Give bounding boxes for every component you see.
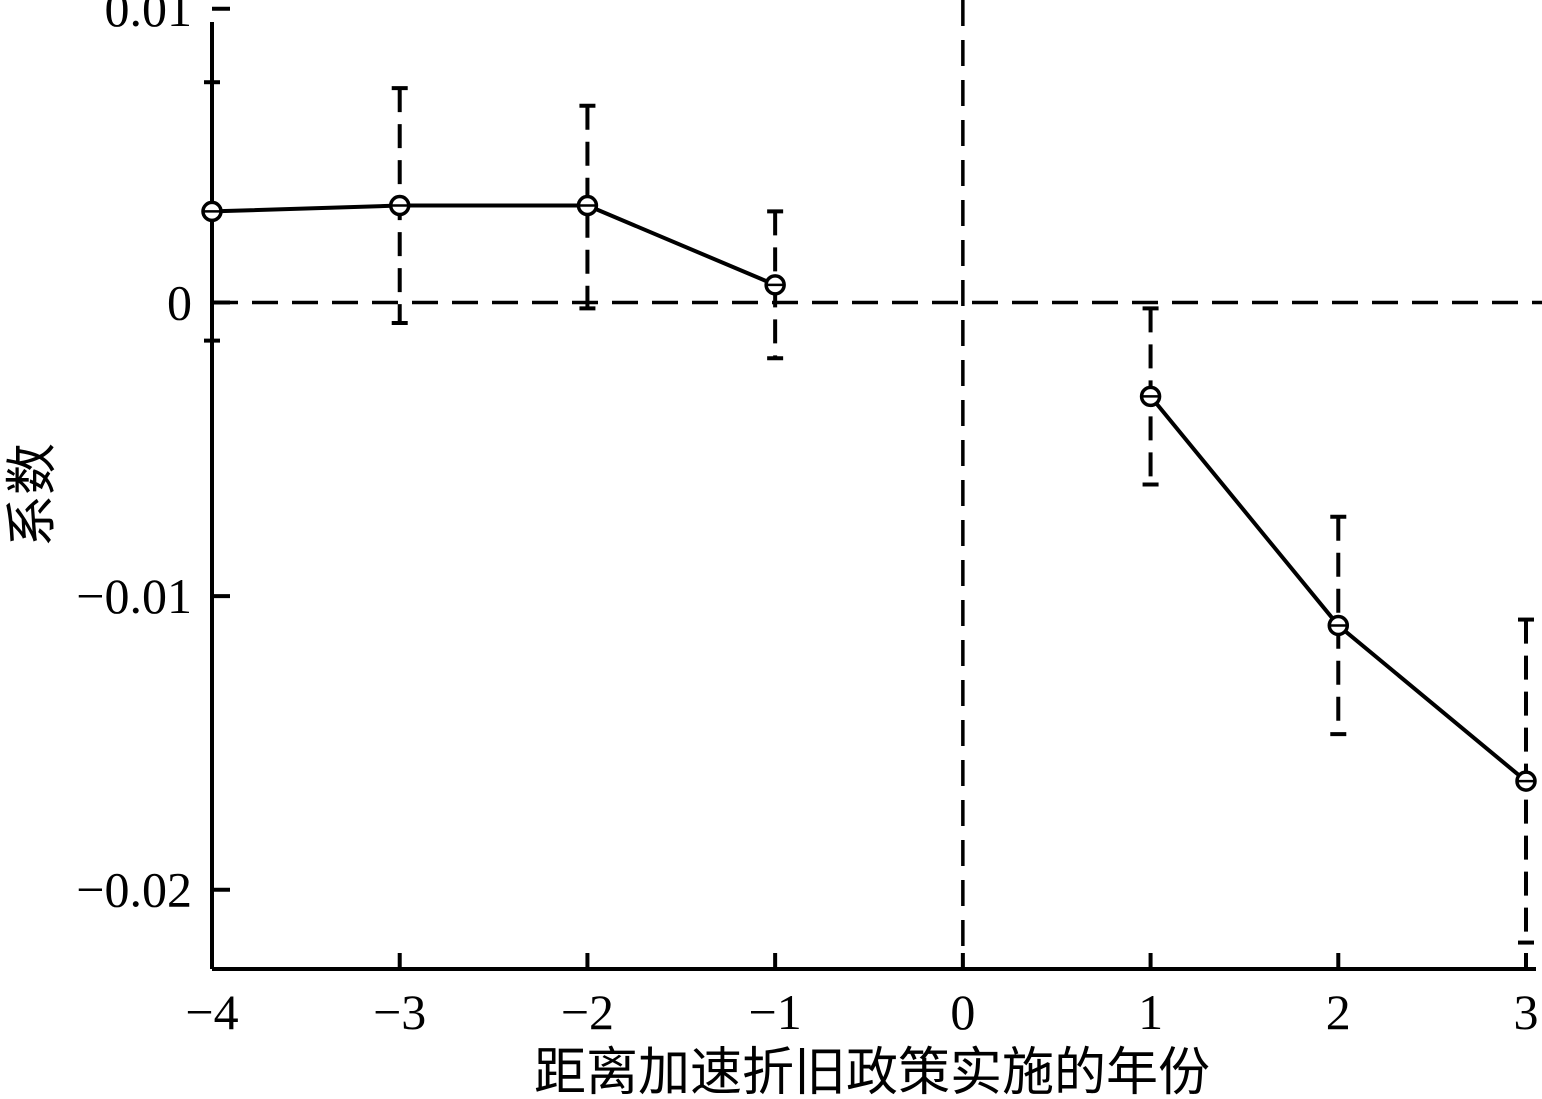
data-points	[201, 194, 1537, 792]
x-tick-label: 1	[1138, 984, 1163, 1040]
x-tick-label: −3	[373, 984, 426, 1040]
y-tick-label: 0	[167, 274, 192, 330]
x-tick-label: −2	[561, 984, 614, 1040]
x-tick-label: 3	[1514, 984, 1539, 1040]
reference-lines	[212, 0, 1542, 969]
x-tick-label: 0	[950, 984, 975, 1040]
y-axis-title: 系数	[3, 443, 63, 547]
y-tick-label: 0.01	[105, 0, 193, 37]
series-line-post	[1149, 395, 1528, 783]
x-tick-label: 2	[1326, 984, 1351, 1040]
series-line	[211, 203, 1528, 783]
axes	[210, 22, 1536, 971]
x-axis-ticks: −4 −3 −2 −1 0 1 2 3	[185, 953, 1539, 1040]
x-tick-label: −4	[185, 984, 238, 1040]
x-axis-title: 距离加速折旧政策实施的年份	[534, 1043, 1210, 1099]
x-tick-label: −1	[749, 984, 802, 1040]
y-tick-label: −0.02	[76, 862, 192, 918]
y-tick-label: −0.01	[76, 568, 192, 624]
y-axis-ticks: 0.01 0 −0.01 −0.02	[76, 0, 230, 918]
series-line-pre	[211, 203, 776, 287]
